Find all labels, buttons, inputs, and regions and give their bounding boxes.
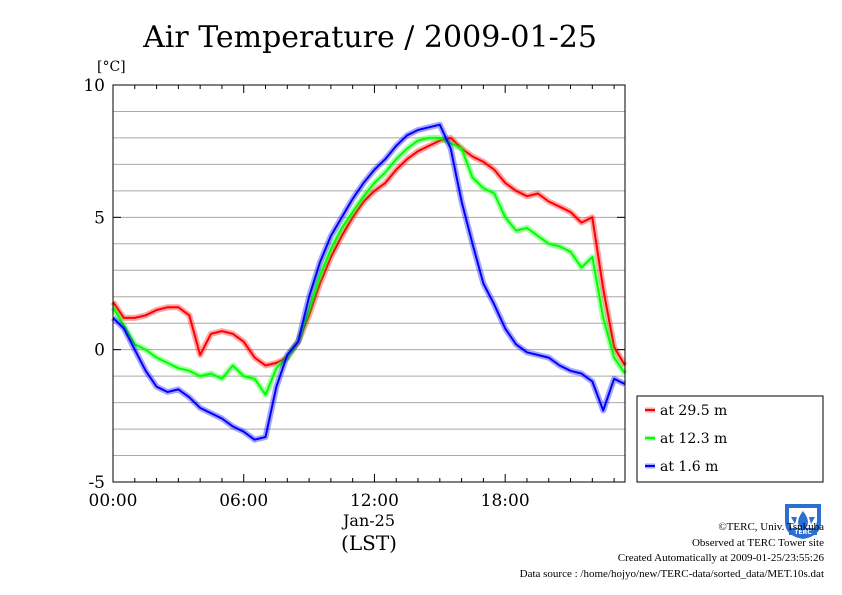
series-layer (110, 121, 628, 443)
y-axis: -5 0 5 10 (83, 76, 625, 493)
y-tick-label: 5 (94, 208, 105, 228)
series-line-2 (112, 123, 626, 441)
legend-box (636, 395, 824, 483)
series-line-1 (112, 136, 626, 396)
x-axis-label: (LST) (341, 531, 397, 555)
x-axis: 00:00 06:00 12:00 18:00 (89, 85, 615, 511)
copyright-text: ©TERC, Univ. Tsukuba (718, 521, 824, 533)
observed-site-text: Observed at TERC Tower site (691, 536, 824, 549)
data-source-text: Data source : /home/hojyo/new/TERC-data/… (519, 567, 824, 580)
chart-title: Air Temperature / 2009-01-25 (142, 20, 597, 55)
x-tick-label: 18:00 (481, 491, 530, 511)
created-timestamp-text: Created Automatically at 2009-01-25/23:5… (617, 552, 824, 564)
x-tick-label: 00:00 (89, 491, 138, 511)
y-axis-unit-label: [°C] (97, 59, 126, 75)
series-line-0 (112, 136, 626, 367)
y-tick-label: 10 (83, 76, 105, 96)
legend-label: at 12.3 m (660, 431, 727, 447)
series-halo-2 (110, 121, 627, 443)
terc-logo: TERC (783, 502, 823, 540)
legend-label: at 1.6 m (660, 459, 718, 475)
x-tick-label: 06:00 (219, 491, 268, 511)
plot-frame (112, 84, 626, 483)
x-tick-label: 12:00 (350, 491, 399, 511)
y-tick-label: -5 (88, 473, 105, 493)
gridlines (113, 110, 625, 457)
legend-label: at 29.5 m (660, 403, 727, 419)
credits: ©TERC, Univ. Tsukuba Observed at TERC To… (394, 520, 824, 582)
svg-text:TERC: TERC (794, 529, 812, 536)
y-tick-label: 0 (94, 341, 105, 361)
legend: at 29.5 m at 12.3 m at 1.6 m (636, 395, 824, 483)
x-axis-date-label: Jan-25 (341, 511, 395, 530)
